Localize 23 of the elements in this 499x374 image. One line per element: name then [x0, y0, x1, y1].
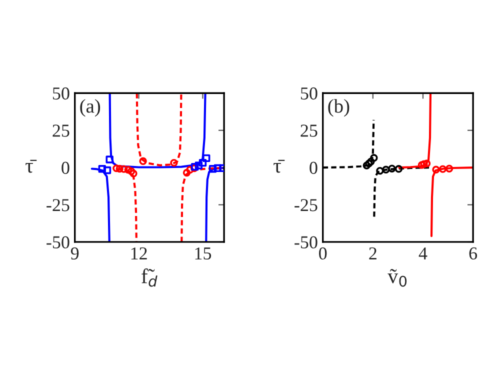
- annotation: (a): [80, 99, 100, 117]
- x-tick-label: 9: [70, 247, 79, 260]
- y-tick-label: 0: [62, 162, 70, 174]
- x-axis-title: ṽ$_{0}$: [388, 269, 407, 287]
- y-tick-label: 25: [52, 124, 70, 137]
- x-tick-label: 2: [369, 247, 376, 260]
- x-tick-label: 4: [418, 247, 428, 260]
- x-tick-label: 12: [131, 247, 147, 260]
- y-axis-title: τ̄: [274, 160, 285, 173]
- y-tick-label: -50: [46, 236, 70, 248]
- x-tick-label: 6: [469, 247, 478, 260]
- y-tick-label: -50: [294, 236, 318, 248]
- y-tick-label: -25: [46, 199, 70, 212]
- annotation: (b): [328, 99, 350, 117]
- y-tick-label: 25: [300, 124, 318, 137]
- x-tick-label: 15: [195, 247, 212, 260]
- y-tick-label: 0: [310, 162, 318, 174]
- x-tick-label: 0: [319, 247, 327, 260]
- y-axis-title: τ̄: [26, 160, 37, 173]
- y-tick-label: 50: [52, 87, 70, 100]
- y-tick-label: 50: [300, 87, 318, 100]
- x-axis-title: f̃$_{d}$: [142, 268, 158, 287]
- y-tick-label: -25: [294, 199, 318, 212]
